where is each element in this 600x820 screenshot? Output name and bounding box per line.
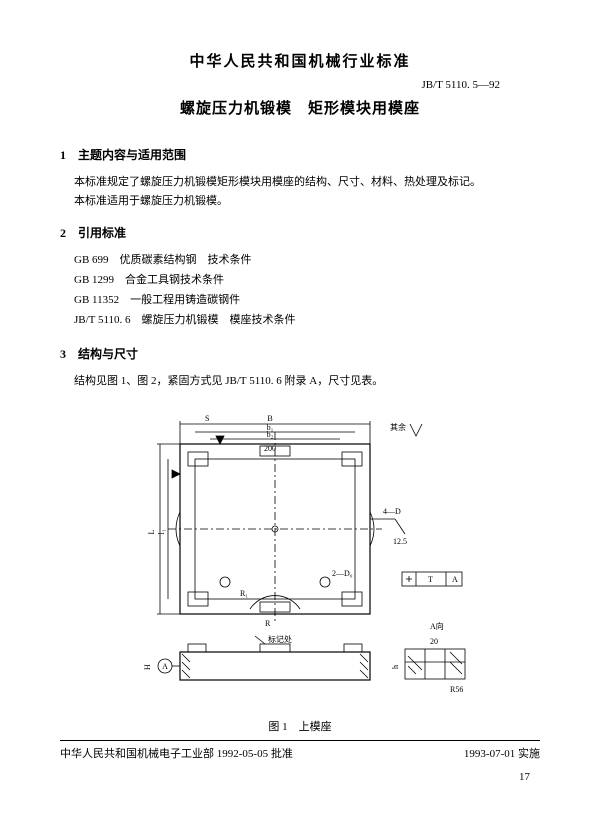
a-view: A向 <box>430 621 444 631</box>
section-3-heading: 3 结构与尺寸 <box>60 345 540 362</box>
main-title: 螺旋压力机锻模 矩形模块用模座 <box>60 97 540 118</box>
gdttol-T: T <box>428 575 433 584</box>
footer: 中华人民共和国机械电子工业部 1992-05-05 批准 1993-07-01 … <box>60 740 540 761</box>
section-2: 2 引用标准 GB 699 优质碳素结构钢 技术条件 GB 1299 合金工具钢… <box>60 224 540 330</box>
dim-l1: l₁ <box>157 530 166 535</box>
section-1-heading: 1 主题内容与适用范围 <box>60 146 540 163</box>
org-title: 中华人民共和国机械行业标准 <box>60 50 540 71</box>
dim-200: 200 <box>264 444 276 453</box>
section-3: 3 结构与尺寸 结构见图 1、图 2，紧固方式见 JB/T 5110. 6 附录… <box>60 345 540 391</box>
section-1-body: 本标准规定了螺旋压力机锻模矩形模块用模座的结构、尺寸、材料、热处理及标记。 本标… <box>60 173 540 210</box>
ref-item: GB 11352 一般工程用铸造碳钢件 <box>74 291 540 311</box>
section-2-title: 引用标准 <box>78 226 126 240</box>
ref-item: GB 699 优质碳素结构钢 技术条件 <box>74 251 540 271</box>
dim-h: h <box>391 665 400 669</box>
section-1-title: 主题内容与适用范围 <box>78 148 186 162</box>
dim-R1: R₁ <box>240 589 248 598</box>
section-3-body: 结构见图 1、图 2，紧固方式见 JB/T 5110. 6 附录 A，尺寸见表。 <box>60 372 540 391</box>
section-2-num: 2 <box>60 226 66 240</box>
section-1: 1 主题内容与适用范围 本标准规定了螺旋压力机锻模矩形模块用模座的结构、尺寸、材… <box>60 146 540 210</box>
mark-pos: 标记处 <box>268 634 292 644</box>
section-1-num: 1 <box>60 148 66 162</box>
dim-R: R <box>265 619 271 628</box>
dim-b2: b₂ <box>267 430 274 439</box>
section-2-heading: 2 引用标准 <box>60 224 540 241</box>
section-3-title: 结构与尺寸 <box>78 347 138 361</box>
detail-4D: 4—D <box>383 507 401 516</box>
gdtref-A: A <box>452 575 458 584</box>
footer-left: 中华人民共和国机械电子工业部 1992-05-05 批准 <box>60 745 293 761</box>
drawing-svg: B b₁ b₂ 200 S L l₁ 4—D 12.5 2—D₀ 其余 R R₁… <box>110 404 490 714</box>
section-3-p1: 结构见图 1、图 2，紧固方式见 JB/T 5110. 6 附录 A，尺寸见表。 <box>74 372 540 391</box>
page-number: 17 <box>60 771 540 783</box>
dim-L: L <box>147 530 156 535</box>
reference-list: GB 699 优质碳素结构钢 技术条件 GB 1299 合金工具钢技术条件 GB… <box>60 251 540 330</box>
slope: 12.5 <box>393 537 407 546</box>
dim-20: 20 <box>430 637 438 646</box>
detail-2D: 2—D₀ <box>332 569 353 578</box>
footer-right: 1993-07-01 实施 <box>464 745 540 761</box>
dim-R56: R56 <box>450 685 463 694</box>
ref-item: GB 1299 合金工具钢技术条件 <box>74 271 540 291</box>
dim-B: B <box>267 414 272 423</box>
section-3-num: 3 <box>60 347 66 361</box>
dim-H: H <box>143 664 152 670</box>
dim-S: S <box>205 414 209 423</box>
technical-drawing: B b₁ b₂ 200 S L l₁ 4—D 12.5 2—D₀ 其余 R R₁… <box>110 404 490 714</box>
note-rest: 其余 <box>390 422 406 432</box>
section-1-p2: 本标准适用于螺旋压力机锻模。 <box>74 192 540 211</box>
datum-A: A <box>162 662 168 671</box>
figure-caption: 图 1 上模座 <box>60 718 540 734</box>
standard-code: JB/T 5110. 5—92 <box>60 79 540 91</box>
section-1-p1: 本标准规定了螺旋压力机锻模矩形模块用模座的结构、尺寸、材料、热处理及标记。 <box>74 173 540 192</box>
ref-item: JB/T 5110. 6 螺旋压力机锻模 模座技术条件 <box>74 311 540 331</box>
